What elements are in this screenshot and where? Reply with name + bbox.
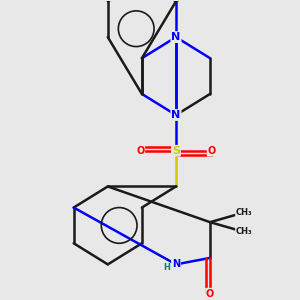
Text: N: N [171,32,181,42]
Text: CH₃: CH₃ [236,208,253,217]
Text: S: S [172,146,180,156]
Text: H: H [163,263,170,272]
Text: N: N [171,110,181,120]
Text: O: O [206,289,214,298]
Text: O: O [136,146,144,156]
Text: N: N [172,260,180,269]
Text: O: O [208,146,216,156]
Text: CH₃: CH₃ [236,227,253,236]
